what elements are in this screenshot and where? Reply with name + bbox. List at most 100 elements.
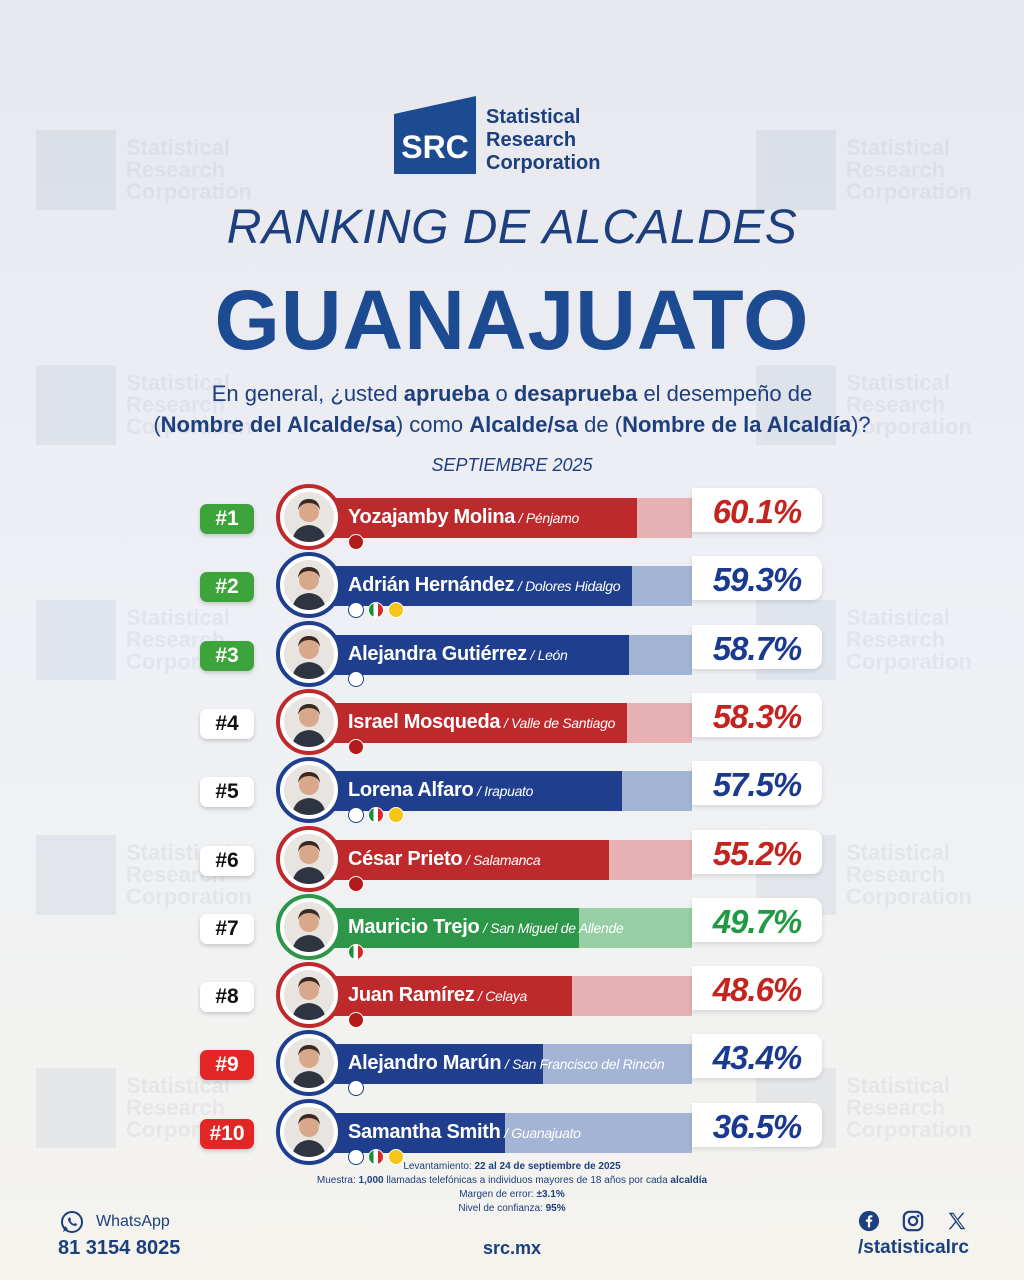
party-logos: PANPRIPRD: [348, 602, 404, 618]
party-logos: PAN: [348, 671, 364, 687]
facebook-icon[interactable]: [858, 1210, 880, 1232]
avatar: [276, 689, 342, 755]
approval-percent: 49.7%: [712, 903, 803, 940]
municipality-label: / Valle de Santiago: [500, 715, 616, 731]
website-link[interactable]: src.mx: [482, 1238, 542, 1258]
party-logos: MORENA: [348, 1012, 364, 1028]
social-icons: [858, 1210, 968, 1232]
mayor-name: Yozajamby Molina: [348, 506, 516, 528]
mayor-name-label: Mauricio Trejo / San Miguel de Allende: [348, 916, 624, 939]
mayor-name-label: Yozajamby Molina / Pénjamo: [348, 506, 579, 529]
approval-percent: 48.6%: [712, 971, 803, 1008]
municipality-label: / San Miguel de Allende: [479, 920, 624, 936]
mayor-name-label: Alejandra Gutiérrez / León: [348, 643, 568, 666]
party-logo-prd: PRD: [388, 1149, 404, 1165]
party-logos: MORENA: [348, 739, 364, 755]
logo-line-1: Statistical: [486, 106, 581, 128]
mayor-name-label: Lorena Alfaro / Irapuato: [348, 779, 533, 802]
page-subtitle: GUANAJUATO: [214, 273, 810, 367]
approval-bar: [300, 635, 629, 675]
rank-badge: #5: [200, 777, 254, 807]
party-logo-pri: PRI: [368, 602, 384, 618]
approval-bar-track: Samantha Smith / Guanajuato: [300, 1113, 692, 1153]
approval-bar: [300, 976, 572, 1016]
rank-badge: #1: [200, 504, 254, 534]
table-row: #8 Juan Ramírez / Celaya 48.6% MORENA: [0, 962, 1024, 1028]
party-logos: PRI: [348, 944, 364, 960]
whatsapp-icon[interactable]: [60, 1210, 84, 1234]
table-row: #1 Yozajamby Molina / Pénjamo 60.1% MORENA: [0, 484, 1024, 550]
party-logo-pri: PRI: [368, 1149, 384, 1165]
approval-bar-track: Adrián Hernández / Dolores Hidalgo: [300, 566, 692, 606]
approval-percent: 60.1%: [712, 493, 803, 530]
municipality-label: / San Francisco del Rincón: [501, 1056, 665, 1072]
approval-bar: [300, 703, 627, 743]
logo-line-3: Corporation: [486, 152, 601, 174]
avatar: [276, 894, 342, 960]
table-row: #2 Adrián Hernández / Dolores Hidalgo 59.3…: [0, 552, 1024, 618]
party-logos: PAN: [348, 1080, 364, 1096]
approval-bar-track: Alejandra Gutiérrez / León: [300, 635, 692, 675]
approval-percent: 59.3%: [712, 561, 803, 598]
party-logo-pri: PRI: [368, 807, 384, 823]
mayor-name: Mauricio Trejo: [348, 916, 480, 938]
table-row: #4 Israel Mosqueda / Valle de Santiago 58.…: [0, 689, 1024, 755]
approval-percent: 58.3%: [712, 698, 803, 735]
party-logo-morena: MORENA: [348, 1012, 364, 1028]
approval-percent: 55.2%: [712, 835, 803, 872]
approval-percent: 57.5%: [712, 766, 803, 803]
whatsapp-label[interactable]: WhatsApp: [96, 1213, 170, 1230]
rank-badge: #10: [200, 1119, 254, 1149]
survey-question: En general, ¿usted aprueba o desaprueba …: [153, 381, 871, 437]
party-logo-morena: MORENA: [348, 739, 364, 755]
approval-bar-track: Lorena Alfaro / Irapuato: [300, 771, 692, 811]
percent-box: 58.7%: [692, 625, 822, 669]
approval-bar: [300, 498, 637, 538]
mayor-name-label: Juan Ramírez / Celaya: [348, 984, 527, 1007]
mayor-name: Israel Mosqueda: [348, 711, 501, 733]
mayor-name-label: Israel Mosqueda / Valle de Santiago: [348, 711, 615, 734]
instagram-icon[interactable]: [902, 1210, 924, 1232]
municipality-label: / León: [526, 647, 568, 663]
party-logo-pan: PAN: [348, 1149, 364, 1165]
mayor-name: Alejandra Gutiérrez: [348, 643, 527, 665]
mayor-name: Juan Ramírez: [348, 984, 475, 1006]
mayor-name-label: Alejandro Marún / San Francisco del Rinc…: [348, 1052, 665, 1075]
party-logos: PANPRIPRD: [348, 1149, 404, 1165]
rank-badge: #6: [200, 846, 254, 876]
approval-bar-track: Israel Mosqueda / Valle de Santiago: [300, 703, 692, 743]
logo-mark-text: SRC: [401, 129, 469, 165]
approval-percent: 58.7%: [712, 630, 803, 667]
approval-bar: [300, 840, 609, 880]
avatar: [276, 757, 342, 823]
src-logo-mark: SRC: [394, 96, 476, 174]
rank-badge: #2: [200, 572, 254, 602]
rank-badge: #8: [200, 982, 254, 1012]
party-logo-pri: PRI: [348, 944, 364, 960]
mayor-name: Alejandro Marún: [348, 1052, 502, 1074]
methodology: Levantamiento: 22 al 24 de septiembre de…: [316, 1161, 708, 1214]
party-logo-pan: PAN: [348, 671, 364, 687]
mayor-name: Adrián Hernández: [348, 574, 515, 596]
avatar: [276, 826, 342, 892]
approval-bar-track: César Prieto / Salamanca: [300, 840, 692, 880]
logo-line-2: Research: [486, 129, 577, 151]
page-title: RANKING DE ALCALDES: [226, 201, 798, 254]
percent-box: 57.5%: [692, 761, 822, 805]
x-icon[interactable]: [946, 1210, 968, 1232]
percent-box: 49.7%: [692, 898, 822, 942]
percent-box: 59.3%: [692, 556, 822, 600]
percent-box: 58.3%: [692, 693, 822, 737]
municipality-label: / Celaya: [474, 988, 528, 1004]
table-row: #6 César Prieto / Salamanca 55.2% MORENA: [0, 826, 1024, 892]
mayor-name: Lorena Alfaro: [348, 779, 474, 801]
social-handle[interactable]: /statisticalrc: [858, 1237, 969, 1258]
approval-bar-track: Mauricio Trejo / San Miguel de Allende: [300, 908, 692, 948]
whatsapp-phone[interactable]: 81 3154 8025: [58, 1237, 181, 1259]
party-logo-prd: PRD: [388, 807, 404, 823]
avatar: [276, 1099, 342, 1165]
municipality-label: / Salamanca: [462, 852, 541, 868]
municipality-label: / Dolores Hidalgo: [514, 578, 621, 594]
approval-bar: [300, 771, 622, 811]
